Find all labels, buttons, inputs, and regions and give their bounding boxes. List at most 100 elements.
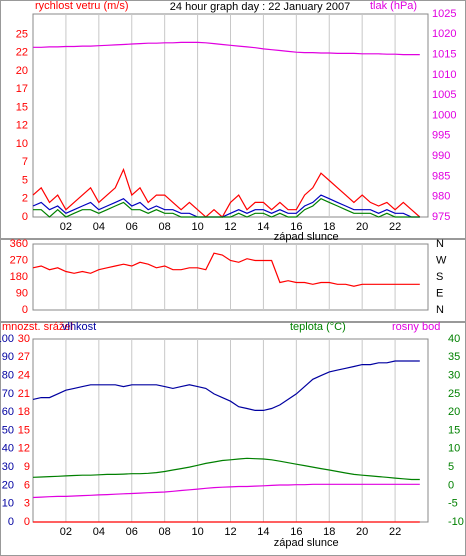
y-tick-label: 360 (10, 238, 28, 250)
y-tick-label: 1020 (432, 28, 456, 40)
x-tick-label: 12 (224, 526, 236, 538)
y-tick-label: 27 (18, 351, 30, 363)
y-tick-label: 2 (22, 193, 28, 205)
x-tick-label: 16 (290, 526, 302, 538)
x-tick-label: 08 (159, 526, 171, 538)
y-tick-label: 10 (16, 138, 28, 150)
y-tick-label: 975 (432, 211, 450, 223)
x-tick-label: 16 (290, 221, 302, 233)
y-tick-label: 70 (2, 388, 14, 400)
y-tick-label: E (436, 287, 443, 299)
x-tick-label: 22 (389, 221, 401, 233)
series-line (32, 252, 420, 287)
y-tick-label: 60 (2, 406, 14, 418)
series-label: teplota (°C) (290, 321, 346, 333)
x-axis-label: západ slunce (274, 537, 339, 549)
y-tick-label: 40 (2, 443, 14, 455)
y-tick-label: 25 (16, 28, 28, 40)
x-tick-label: 08 (159, 221, 171, 233)
y-tick-label: 20 (2, 479, 14, 491)
y-tick-label: 80 (2, 370, 14, 382)
x-tick-label: 22 (389, 526, 401, 538)
series-label: tlak (hPa) (370, 0, 417, 12)
series-label: mnozst. srážel (2, 321, 73, 333)
series-line (32, 167, 421, 218)
y-tick-label: 5 (448, 461, 454, 473)
y-tick-label: 10 (2, 498, 14, 510)
x-tick-label: 02 (60, 526, 72, 538)
y-tick-label: 100 (0, 333, 14, 345)
y-tick-label: 50 (2, 424, 14, 436)
y-tick-label: 180 (10, 271, 28, 283)
series-line (32, 360, 420, 411)
y-tick-label: 24 (18, 370, 30, 382)
y-tick-label: 3 (24, 498, 30, 510)
series-label: rychlost vetru (m/s) (35, 0, 129, 12)
y-tick-label: 22 (16, 47, 28, 59)
series-label: rosny bod (392, 321, 440, 333)
y-tick-label: 12 (18, 443, 30, 455)
x-tick-label: 10 (191, 221, 203, 233)
y-tick-label: 995 (432, 130, 450, 142)
series-label: vlhkost (62, 321, 96, 333)
y-tick-label: 30 (2, 461, 14, 473)
y-tick-label: 25 (448, 388, 460, 400)
y-tick-label: 1000 (432, 109, 456, 121)
y-tick-label: 1015 (432, 49, 456, 61)
y-tick-label: -10 (448, 516, 464, 528)
series-line (32, 483, 420, 499)
y-tick-label: 35 (448, 351, 460, 363)
x-tick-label: 04 (93, 526, 105, 538)
y-tick-label: 6 (24, 479, 30, 491)
y-tick-label: 90 (16, 287, 28, 299)
y-tick-label: 5 (22, 174, 28, 186)
x-tick-label: 10 (191, 526, 203, 538)
y-tick-label: 980 (432, 191, 450, 203)
y-tick-label: 15 (18, 424, 30, 436)
y-tick-label: 30 (448, 370, 460, 382)
y-tick-label: W (436, 254, 447, 266)
x-tick-label: 06 (126, 221, 138, 233)
y-tick-label: 17 (16, 83, 28, 95)
y-tick-label: 0 (22, 304, 28, 316)
y-tick-label: N (436, 304, 444, 316)
y-tick-label: 990 (432, 150, 450, 162)
y-tick-label: 9 (24, 461, 30, 473)
x-axis-label: západ slunce (274, 231, 339, 243)
y-tick-label: 1010 (432, 69, 456, 81)
y-tick-label: 40 (448, 333, 460, 345)
y-tick-label: 10 (448, 443, 460, 455)
x-tick-label: 02 (60, 221, 72, 233)
x-tick-label: 06 (126, 526, 138, 538)
chart-title: 24 hour graph day : 22 January 2007 (170, 1, 350, 13)
y-tick-label: 15 (16, 101, 28, 113)
y-tick-label: 30 (18, 333, 30, 345)
y-tick-label: 1005 (432, 89, 456, 101)
y-tick-label: 270 (10, 254, 28, 266)
y-tick-label: 90 (2, 351, 14, 363)
x-tick-label: 18 (323, 221, 335, 233)
series-line (33, 197, 420, 218)
y-tick-label: 0 (22, 211, 28, 223)
y-tick-label: 1025 (432, 8, 456, 20)
y-tick-label: 21 (18, 388, 30, 400)
y-tick-label: 0 (448, 479, 454, 491)
y-tick-label: -5 (448, 498, 458, 510)
y-tick-label: N (436, 238, 444, 250)
y-tick-label: 985 (432, 170, 450, 182)
y-tick-label: 18 (18, 406, 30, 418)
x-tick-label: 20 (356, 221, 368, 233)
y-tick-label: 0 (8, 516, 14, 528)
x-tick-label: 12 (224, 221, 236, 233)
y-tick-label: 15 (448, 424, 460, 436)
y-tick-label: 20 (16, 65, 28, 77)
x-tick-label: 14 (257, 526, 269, 538)
x-tick-label: 18 (323, 526, 335, 538)
y-tick-label: S (436, 271, 443, 283)
y-tick-label: 20 (448, 406, 460, 418)
series-line (33, 41, 420, 56)
y-tick-label: 12 (16, 120, 28, 132)
x-tick-label: 14 (257, 221, 269, 233)
y-tick-label: 7 (22, 156, 28, 168)
